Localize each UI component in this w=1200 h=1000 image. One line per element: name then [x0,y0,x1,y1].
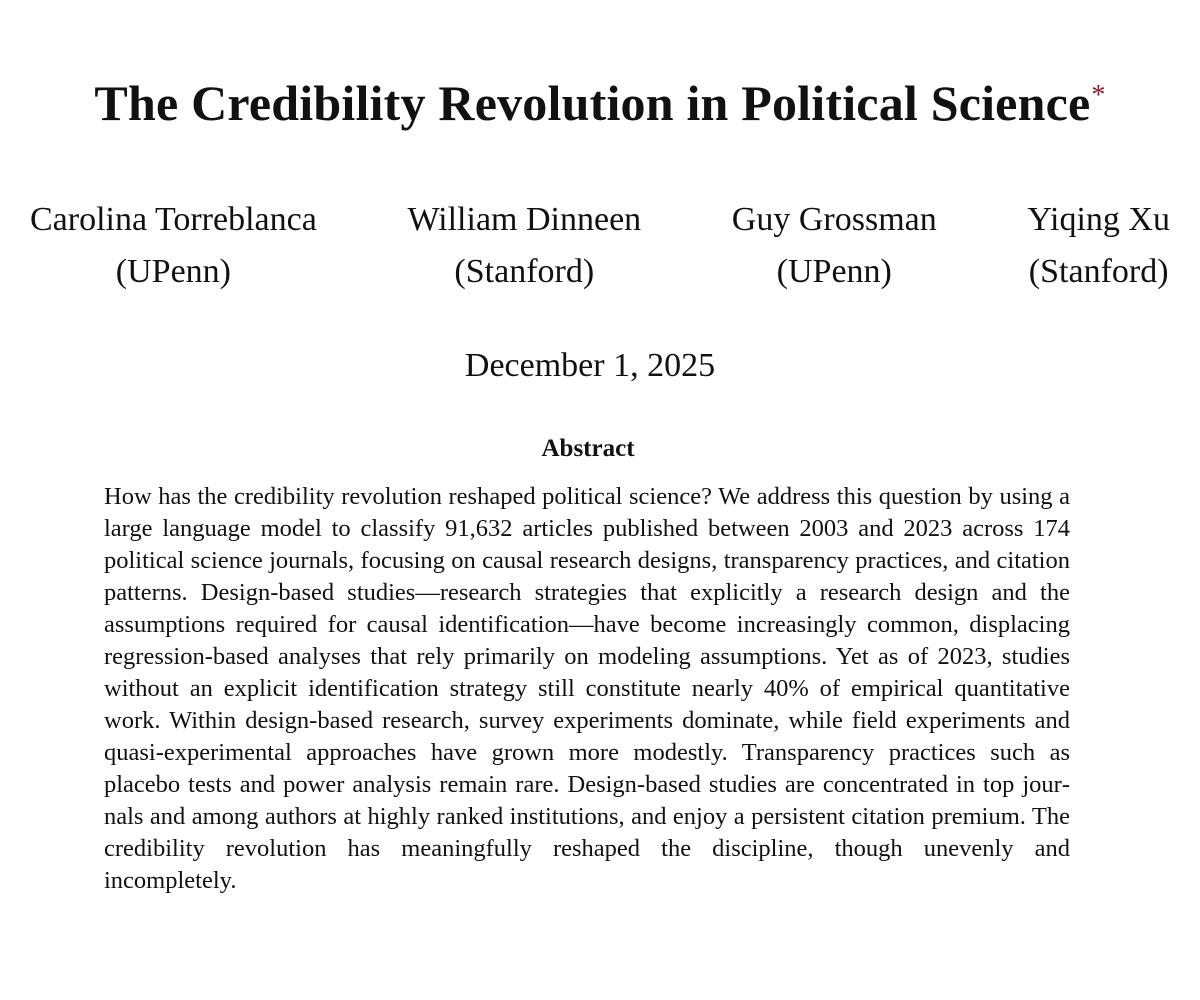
paper-title: The Credibility Revolution in Political … [94,75,1091,131]
paper-title-block: The Credibility Revolution in Political … [0,66,1200,133]
author-affiliation: (Stanford) [1028,253,1169,290]
author-name: Yiqing Xu [1027,201,1170,238]
abstract-text: How has the credibility revolution resha… [104,483,1070,894]
author-block: Carolina Torreblanca (UPenn) [30,194,317,298]
author-block: William Dinneen (Stanford) [407,194,641,298]
footnote-mark[interactable]: * [1091,80,1106,111]
author-block: Yiqing Xu (Stanford) [1027,194,1170,298]
paper-date: December 1, 2025 [464,347,716,384]
author-affiliation: (UPenn) [776,253,892,290]
author-block: Guy Grossman (UPenn) [732,194,937,298]
author-name: Carolina Torreblanca [30,201,317,238]
author-affiliation: (Stanford) [454,253,595,290]
author-list: Carolina Torreblanca (UPenn) William Din… [30,194,1170,298]
abstract-heading: Abstract [541,435,635,462]
author-name: Guy Grossman [731,201,937,238]
author-affiliation: (UPenn) [115,253,231,290]
author-name: William Dinneen [407,201,642,238]
